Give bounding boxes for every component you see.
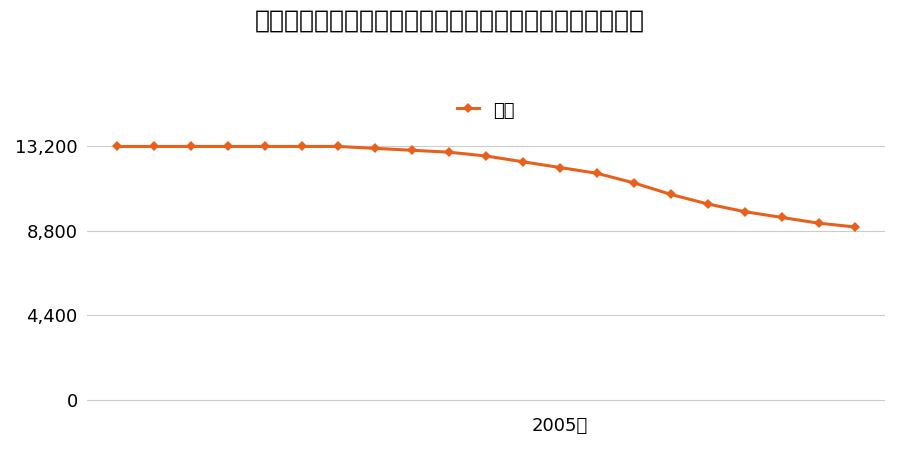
Text: 山形県天童市大字山口字下組２１４８番外１筆の地価推移: 山形県天童市大字山口字下組２１４８番外１筆の地価推移: [255, 9, 645, 33]
価格: [665, 192, 676, 197]
価格: [259, 144, 270, 149]
価格: [850, 224, 861, 230]
価格: [518, 159, 528, 165]
価格: [333, 144, 344, 149]
価格: [296, 144, 307, 149]
Legend: 価格: 価格: [450, 94, 522, 127]
価格: [739, 209, 750, 214]
価格: [112, 144, 122, 149]
価格: [628, 180, 639, 185]
価格: [444, 149, 454, 155]
価格: [591, 171, 602, 176]
価格: [813, 220, 824, 226]
価格: [776, 215, 787, 220]
価格: [148, 144, 159, 149]
価格: [554, 165, 565, 170]
価格: [185, 144, 196, 149]
Line: 価格: 価格: [113, 143, 859, 230]
価格: [370, 146, 381, 151]
価格: [407, 148, 418, 153]
価格: [222, 144, 233, 149]
価格: [481, 153, 491, 159]
価格: [702, 201, 713, 207]
